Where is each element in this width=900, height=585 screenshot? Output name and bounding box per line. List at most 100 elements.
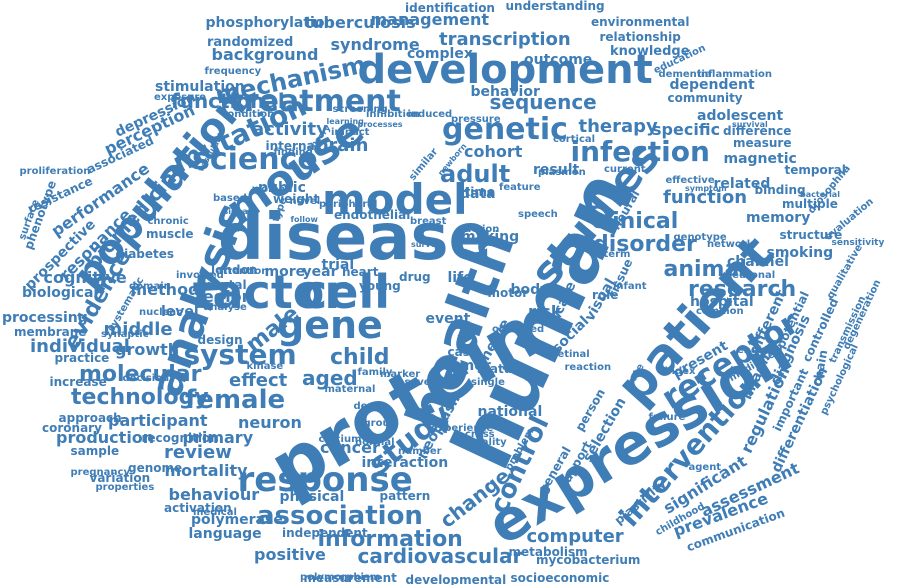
word-gene: gene [277, 303, 383, 347]
word-several: several [404, 377, 446, 388]
word-cross: cross [465, 429, 495, 440]
word-mental: mental [199, 278, 247, 292]
word-behavior: behavior [470, 84, 540, 100]
word-computer: computer [526, 526, 624, 547]
word-induced: induced [407, 109, 453, 120]
word-quality: quality [467, 437, 507, 448]
word-domain: domain [129, 281, 171, 292]
word-life: life [447, 270, 473, 286]
word-understanding: understanding [505, 0, 605, 13]
word-follow: follow [290, 215, 318, 224]
word-specific: specific [652, 120, 721, 139]
word-physical: physical [279, 489, 345, 505]
word-risk: risk [528, 302, 562, 321]
word-technology: technology [71, 385, 209, 410]
word-information: information [317, 527, 463, 552]
word-language: language [188, 526, 262, 542]
word-drug: drug [399, 270, 431, 284]
word-motor: motor [487, 286, 529, 300]
word-cortical: cortical [553, 134, 596, 145]
word-cardiovascular: cardiovascular [357, 544, 523, 568]
word-bacterial: bacterial [800, 190, 840, 199]
word-endothelial: endothelial [334, 208, 411, 222]
word-smoking: smoking [766, 245, 834, 261]
word-female: female [185, 385, 286, 415]
word-production: production [56, 428, 155, 447]
word-randomized: randomized [207, 34, 294, 50]
word-identification: identification [405, 1, 495, 15]
word-attention: attention [216, 266, 269, 277]
word-community: community [667, 91, 743, 105]
word-result: result [533, 162, 580, 178]
word-medical: medical [193, 507, 237, 518]
word-adolescent: adolescent [697, 108, 784, 124]
word-phosphorylation: phosphorylation [205, 15, 335, 31]
word-independent: independent [282, 526, 368, 540]
word-relationship: relationship [599, 30, 681, 44]
word-membrane: membrane [14, 325, 87, 339]
word-network: network [707, 239, 754, 250]
word-developmental: developmental [405, 573, 507, 585]
word-pressure: pressure [451, 114, 501, 125]
word-frequency: frequency [204, 66, 262, 77]
word-single: single [471, 377, 505, 388]
word-plasmon: plasmon [538, 167, 586, 178]
word-genetic: genetic [442, 112, 568, 147]
word-speech: speech [518, 209, 558, 220]
word-feature: feature [499, 182, 541, 193]
word-impact: impact [331, 127, 370, 138]
word-exposure: exposure [154, 92, 207, 103]
word-processing: processing [2, 310, 88, 326]
word-development: development [357, 47, 653, 93]
word-synaptic: synaptic [101, 329, 149, 340]
word-year: year [302, 264, 338, 280]
word-design: design [197, 333, 243, 347]
word-model: model [322, 175, 468, 224]
word-sensitivity: sensitivity [831, 237, 885, 248]
word-role: role [592, 288, 619, 302]
word-peripheral: peripheral [319, 199, 378, 210]
word-index: index [664, 366, 696, 377]
word-virus: virus [478, 238, 506, 249]
word-genotype: genotype [673, 232, 727, 243]
word-temporal: temporal [784, 163, 846, 177]
word-activation: activation [164, 501, 232, 515]
word-review: review [164, 442, 232, 463]
word-clinical: clinical [591, 209, 679, 234]
word-common: common [696, 306, 744, 317]
word-observed: observed [492, 324, 545, 335]
word-neuron: neuron [238, 413, 302, 432]
word-memory: memory [746, 210, 811, 226]
word-reaction: reaction [564, 362, 612, 373]
word-making: making [461, 229, 520, 245]
word-positive: positive [254, 545, 326, 564]
word-cell: cell [300, 265, 391, 319]
word-association: association [257, 501, 423, 531]
word-neuronal: neuronal [725, 270, 776, 281]
word-properties: properties [95, 482, 155, 493]
word-practice: practice [54, 351, 110, 365]
word-metabolism: metabolism [508, 545, 588, 559]
word-chronic: chronic [147, 216, 189, 227]
word-genome: genome [128, 461, 183, 475]
word-cancer: cancer [320, 438, 380, 457]
word-weight: weight [273, 192, 320, 206]
word-method: method [130, 280, 200, 299]
word-family: family [357, 367, 393, 378]
word-aged: aged [302, 366, 358, 390]
word-tumor: tumor [443, 358, 491, 374]
word-management: management [370, 10, 490, 29]
word-hospital: hospital [690, 294, 754, 310]
word-signal: signal [223, 207, 251, 216]
word-calcium: calcium [318, 434, 362, 445]
word-trial: trial [321, 257, 355, 273]
word-national: national [477, 404, 543, 420]
word-structure: structure [779, 228, 843, 242]
word-mortality: mortality [164, 461, 248, 480]
word-related: related [713, 176, 771, 192]
word-individual: individual [30, 336, 130, 357]
word-measurement: measurement [303, 571, 397, 585]
word-recognition: recognition [141, 431, 219, 445]
word-muscle: muscle [146, 227, 194, 241]
word-diabetes: diabetes [115, 247, 175, 261]
